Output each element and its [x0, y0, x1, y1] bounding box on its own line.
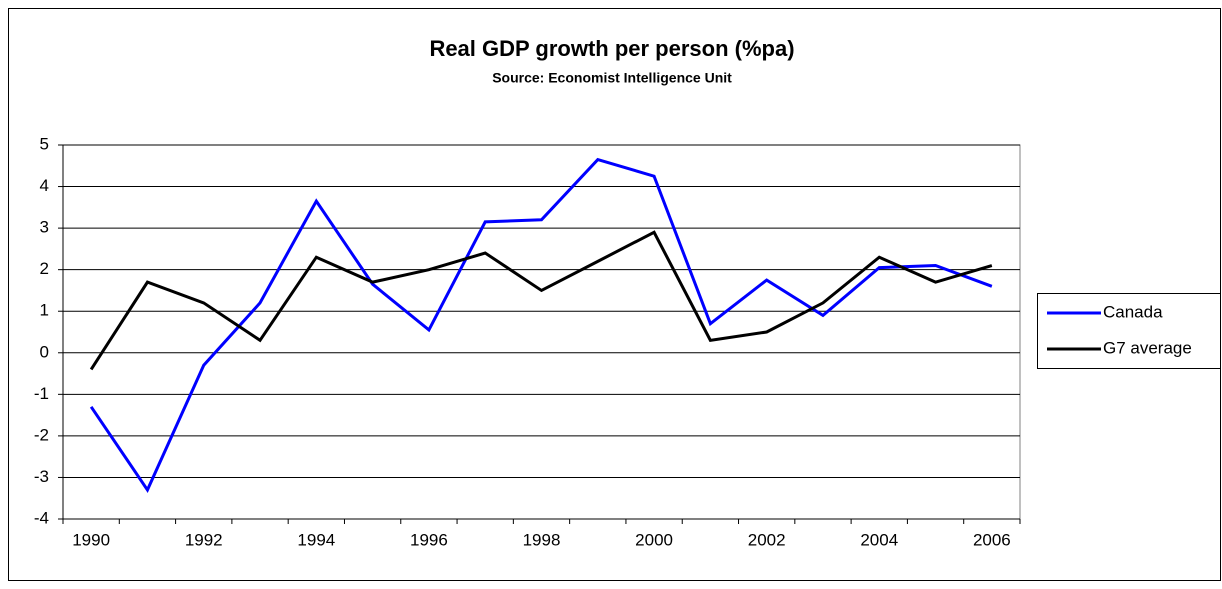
y-tick-label: 1 [40, 301, 49, 320]
x-tick-label: 1998 [523, 530, 561, 549]
chart-title: Real GDP growth per person (%pa) [429, 36, 794, 61]
series-line [89, 230, 993, 371]
x-tick-label: 2002 [748, 530, 786, 549]
y-tick-label: -2 [34, 425, 49, 444]
chart-subtitle: Source: Economist Intelligence Unit [492, 70, 732, 86]
x-tick-label: 1994 [297, 530, 335, 549]
legend-label: G7 average [1103, 338, 1192, 357]
x-tick-label: 1990 [72, 530, 110, 549]
y-tick-label: -1 [34, 384, 49, 403]
y-tick-label: -3 [34, 467, 49, 486]
x-tick-label: 1996 [410, 530, 448, 549]
y-tick-label: 3 [40, 218, 49, 237]
series-line [89, 157, 993, 493]
y-tick-label: 0 [40, 342, 49, 361]
legend-box [1037, 293, 1221, 369]
y-tick-label: 2 [40, 259, 49, 278]
legend-label: Canada [1103, 302, 1163, 321]
x-tick-label: 2006 [973, 530, 1011, 549]
x-tick-label: 1992 [185, 530, 223, 549]
y-tick-label: -4 [34, 508, 49, 527]
x-tick-label: 2000 [635, 530, 673, 549]
x-tick-label: 2004 [860, 530, 898, 549]
y-tick-label: 4 [40, 176, 49, 195]
y-tick-label: 5 [40, 134, 49, 153]
plot-area [62, 144, 1021, 520]
